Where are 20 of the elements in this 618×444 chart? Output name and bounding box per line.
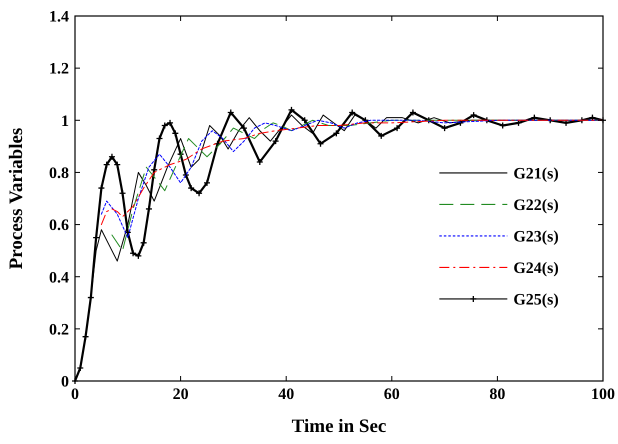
legend-label: G24(s): [513, 260, 559, 278]
y-tick-label: 0.4: [49, 269, 69, 286]
y-tick-label: 1.2: [49, 60, 69, 78]
y-axis-title: Process Variables: [6, 128, 27, 270]
legend-label: G21(s): [513, 166, 559, 183]
y-tick-label: 0.2: [49, 321, 69, 338]
x-tick-label: 80: [489, 386, 506, 403]
x-tick-label: 20: [172, 386, 189, 403]
x-tick-label: 40: [278, 386, 294, 403]
y-tick-label: 0.6: [49, 217, 69, 234]
y-tick-label: 1: [61, 112, 69, 130]
x-tick-label: 100: [591, 386, 615, 403]
y-tick-label: 1.4: [49, 8, 69, 26]
legend-label: G25(s): [513, 292, 559, 309]
legend-label: G22(s): [513, 197, 559, 214]
y-tick-label: 0: [61, 374, 69, 391]
y-tick-label: 0.8: [49, 165, 69, 182]
x-axis-title: Time in Sec: [292, 416, 386, 437]
x-tick-label: 60: [384, 386, 400, 403]
legend-label: G23(s): [513, 228, 559, 246]
